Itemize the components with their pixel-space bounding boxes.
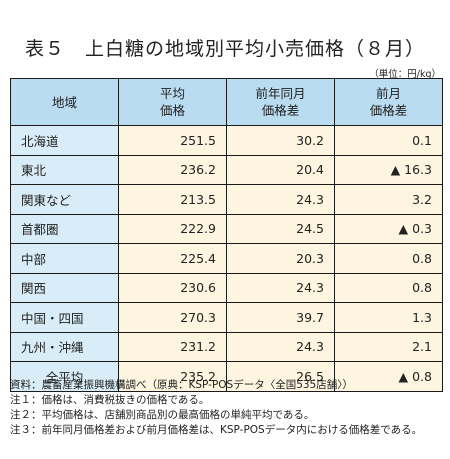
- yoy-diff-cell: 20.4: [226, 154, 335, 185]
- note-text: 平均価格は、店舗別商品別の最高価格の単純平均である。: [41, 409, 315, 421]
- avg-price-cell: 236.2: [118, 154, 227, 185]
- region-cell: 中国・四国: [10, 302, 119, 333]
- region-cell: 首都圏: [10, 213, 119, 244]
- table-row: 九州・沖縄 231.2 24.3 2.1: [10, 331, 443, 362]
- table-row: 中国・四国 270.3 39.7 1.3: [10, 302, 443, 333]
- yoy-diff-cell: 39.7: [226, 302, 335, 333]
- unit-label: （単位：円/kg）: [369, 69, 441, 80]
- mom-diff-cell: 1.3: [334, 302, 443, 333]
- region-cell: 全平均: [10, 361, 119, 392]
- table-row: 首都圏 222.9 24.5 ▲ 0.3: [10, 213, 443, 244]
- avg-price-cell: 213.5: [118, 184, 227, 215]
- yoy-diff-cell: 30.2: [226, 125, 335, 156]
- note-prefix: 資料：: [10, 379, 42, 391]
- yoy-diff-cell: 24.3: [226, 184, 335, 215]
- mom-diff-cell: ▲ 0.8: [334, 361, 443, 392]
- avg-price-cell: 222.9: [118, 213, 227, 244]
- mom-diff-cell: 0.8: [334, 243, 443, 274]
- region-cell: 関西: [10, 272, 119, 303]
- header-region: 地域: [10, 78, 119, 126]
- note-prefix: 注３：: [10, 424, 42, 436]
- yoy-diff-cell: 20.3: [226, 243, 335, 274]
- table-row: 東北 236.2 20.4 ▲ 16.3: [10, 154, 443, 185]
- avg-price-cell: 235.2: [118, 361, 227, 392]
- region-cell: 九州・沖縄: [10, 331, 119, 362]
- yoy-diff-cell: 24.3: [226, 331, 335, 362]
- note-prefix: 注１：: [10, 394, 42, 406]
- table-row: 全平均 235.2 26.5 ▲ 0.8: [10, 361, 443, 392]
- price-table: 地域 平均 価格 前年同月 価格差 前月 価格差 北海道 251.5 30.2 0.1 東北 2…: [10, 78, 443, 392]
- note-text: 価格は、消費税抜きの価格である。: [41, 394, 210, 406]
- region-cell: 関東など: [10, 184, 119, 215]
- avg-price-cell: 225.4: [118, 243, 227, 274]
- mom-diff-cell: ▲ 0.3: [334, 213, 443, 244]
- table-title: 表５ 上白糖の地域別平均小売価格（８月）: [24, 38, 425, 60]
- avg-price-cell: 251.5: [118, 125, 227, 156]
- header-avg-price: 平均 価格: [118, 78, 227, 126]
- region-cell: 中部: [10, 243, 119, 274]
- note-text: 農畜産業振興機構調べ（原典：KSP-POSデータ〈全国535店舗〉）: [41, 379, 354, 391]
- table-row: 北海道 251.5 30.2 0.1: [10, 125, 443, 156]
- yoy-diff-cell: 24.3: [226, 272, 335, 303]
- avg-price-cell: 270.3: [118, 302, 227, 333]
- mom-diff-cell: 0.8: [334, 272, 443, 303]
- note-prefix: 注２：: [10, 409, 42, 421]
- table-row: 関西 230.6 24.3 0.8: [10, 272, 443, 303]
- avg-price-cell: 230.6: [118, 272, 227, 303]
- region-cell: 東北: [10, 154, 119, 185]
- yoy-diff-cell: 24.5: [226, 213, 335, 244]
- note-text: 前年同月価格差および前月価格差は、KSP-POSデータ内における価格差である。: [41, 424, 423, 436]
- note-line: 資料： 農畜産業振興機構調べ（原典：KSP-POSデータ〈全国535店舗〉）: [10, 378, 442, 393]
- note-line: 注３： 前年同月価格差および前月価格差は、KSP-POSデータ内における価格差であ…: [10, 423, 442, 438]
- table-row: 関東など 213.5 24.3 3.2: [10, 184, 443, 215]
- mom-diff-cell: ▲ 16.3: [334, 154, 443, 185]
- note-line: 注２： 平均価格は、店舗別商品別の最高価格の単純平均である。: [10, 408, 442, 423]
- note-line: 注１： 価格は、消費税抜きの価格である。: [10, 393, 442, 408]
- avg-price-cell: 231.2: [118, 331, 227, 362]
- yoy-diff-cell: 26.5: [226, 361, 335, 392]
- header-row: 地域 平均 価格 前年同月 価格差 前月 価格差: [10, 78, 443, 126]
- table-row: 中部 225.4 20.3 0.8: [10, 243, 443, 274]
- mom-diff-cell: 2.1: [334, 331, 443, 362]
- mom-diff-cell: 0.1: [334, 125, 443, 156]
- header-yoy-diff: 前年同月 価格差: [226, 78, 335, 126]
- header-mom-diff: 前月 価格差: [334, 78, 443, 126]
- mom-diff-cell: 3.2: [334, 184, 443, 215]
- notes: 資料： 農畜産業振興機構調べ（原典：KSP-POSデータ〈全国535店舗〉） 注１：…: [10, 378, 442, 438]
- region-cell: 北海道: [10, 125, 119, 156]
